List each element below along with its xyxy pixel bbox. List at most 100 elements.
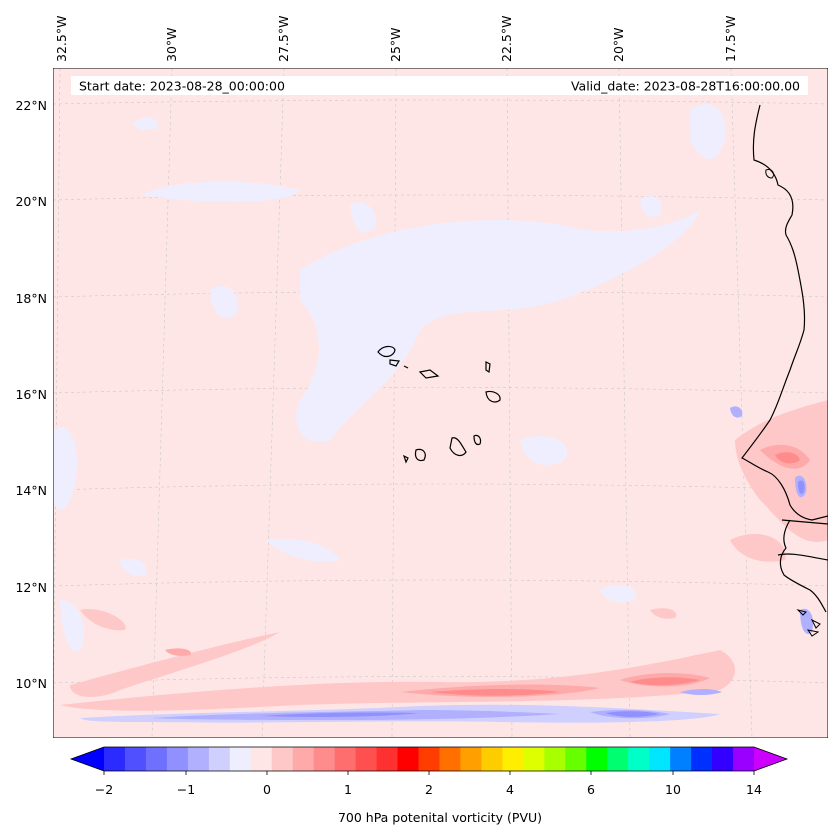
lat-label: 10°N (15, 676, 47, 691)
colorbar-segment (544, 747, 566, 771)
date-info-bar (71, 76, 808, 95)
colorbar-segment (250, 747, 273, 771)
parallel-10n (53, 676, 828, 684)
colorbar-segment (418, 747, 440, 771)
colorbar-tick-label: 6 (587, 782, 595, 797)
colorbar (69, 746, 789, 775)
colorbar-segment (166, 747, 189, 771)
pv-patch (265, 538, 340, 562)
parallel-16n (53, 387, 828, 394)
parallel-22n (53, 99, 828, 105)
meridian-22-5w (506, 68, 513, 738)
island-sao-vicente (389, 359, 400, 367)
pv-patch (70, 632, 280, 697)
pv-patch (140, 181, 300, 202)
colorbar-title: 700 hPa potenital vorticity (PVU) (338, 810, 542, 825)
guinea-islands (796, 609, 821, 637)
meridian-30w (151, 68, 173, 738)
gambia-river (781, 519, 828, 525)
colorbar-tick-label: −2 (95, 782, 113, 797)
pv-patch (350, 202, 377, 233)
colorbar-segment (691, 747, 713, 771)
pv-patch (690, 104, 726, 159)
pv-patch (798, 480, 805, 494)
pv-patch (165, 648, 191, 656)
lon-label: 22.5°W (499, 16, 514, 62)
colorbar-segment (460, 747, 482, 771)
pv-patch (120, 558, 147, 576)
africa-coastline (741, 104, 828, 521)
pv-patch (520, 436, 567, 465)
graticule (53, 68, 828, 738)
pv-patch (600, 584, 636, 603)
lon-label: 27.5°W (276, 16, 291, 62)
island-fogo (414, 448, 426, 462)
pv-contours-high (60, 400, 828, 711)
colorbar-tick-label: 14 (746, 782, 762, 797)
island-boa-vista (485, 390, 501, 403)
colorbar-segment (187, 747, 210, 771)
colorbar-segment (271, 747, 294, 771)
pv-patch (730, 533, 786, 562)
colorbar-segment (397, 747, 420, 771)
colorbar-extend-high (754, 747, 787, 771)
colorbar-extend-low (71, 747, 104, 771)
pv-patch (60, 600, 84, 651)
colorbar-segment (124, 747, 147, 771)
island-santiago (449, 437, 467, 457)
lon-label: 30°W (164, 27, 179, 62)
colorbar-segment (292, 747, 315, 771)
colorbar-tick-label: 10 (665, 782, 681, 797)
guinea-bissau-coast (777, 553, 828, 561)
pv-patch (640, 195, 662, 217)
colorbar-tick-label: 0 (263, 782, 271, 797)
lat-label: 18°N (15, 291, 47, 306)
lat-label: 20°N (15, 194, 47, 209)
pv-patch (210, 286, 239, 319)
cape-verde-islands (377, 345, 501, 464)
latitude-labels: 22°N 20°N 18°N 16°N 14°N 12°N 10°N (15, 98, 47, 691)
pv-patch (630, 677, 700, 686)
parallel-12n (53, 579, 828, 587)
start-date-label: Start date: 2023-08-28_00:00:00 (79, 79, 285, 94)
colorbar-tick-label: −1 (177, 782, 195, 797)
pv-patch (260, 712, 420, 717)
colorbar-segment (145, 747, 168, 771)
lon-label: 25°W (388, 27, 403, 62)
meridian-32-5w (53, 68, 61, 738)
island-sao-nicolau (418, 369, 440, 379)
lat-label: 22°N (15, 98, 47, 113)
pv-contours-low (53, 104, 726, 651)
pv-patch (53, 427, 77, 511)
colorbar-tick-label: 2 (425, 782, 433, 797)
colorbar-segment (208, 747, 231, 771)
colorbar-segment (104, 747, 126, 771)
colorbar-segment (481, 747, 503, 771)
pv-contours-negative (80, 406, 814, 723)
colorbar-segment (439, 747, 461, 771)
colorbar-segment (313, 747, 336, 771)
pv-patch (680, 689, 722, 695)
colorbar-segment (586, 747, 608, 771)
pv-patch (60, 650, 735, 711)
island-santo-antao (377, 345, 396, 358)
lat-label: 14°N (15, 483, 47, 498)
parallel-18n (53, 291, 828, 298)
colorbar-segment (502, 747, 524, 771)
lon-label: 32.5°W (54, 16, 69, 62)
map-panel: Start date: 2023-08-28_00:00:00 Valid_da… (53, 68, 828, 738)
pv-patch (296, 210, 700, 442)
lat-label: 12°N (15, 580, 47, 595)
map-background (53, 68, 828, 738)
pv-patch (730, 406, 743, 418)
meridian-20w (618, 68, 631, 738)
colorbar-segment (376, 747, 399, 771)
colorbar-segment (229, 747, 252, 771)
pv-patch (133, 117, 159, 130)
colorbar-tick-label: 4 (506, 782, 514, 797)
senegal-coast (779, 519, 827, 613)
longitude-labels: 32.5°W 30°W 27.5°W 25°W 22.5°W 20°W 17.5… (54, 16, 738, 62)
colorbar-segment (628, 747, 650, 771)
island-santa-luzia (403, 365, 409, 369)
lat-label: 16°N (15, 387, 47, 402)
